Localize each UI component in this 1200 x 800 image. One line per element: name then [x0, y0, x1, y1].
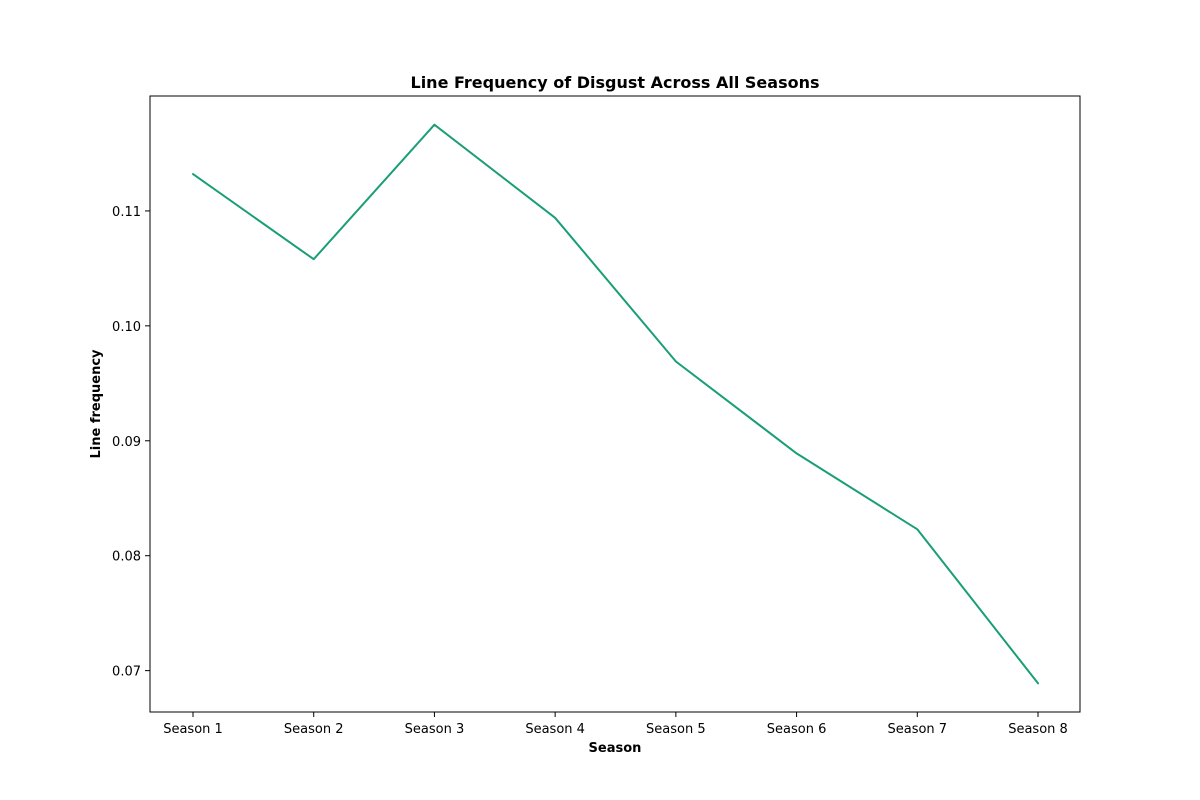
chart-title: Line Frequency of Disgust Across All Sea… — [411, 73, 820, 92]
series-line — [192, 123, 1039, 685]
x-axis: Season 1 Season 2 Season 3 Season 4 Season 5… — [163, 712, 1068, 737]
y-tick-label: 0.10 — [112, 320, 141, 335]
x-tick-label: Season 6 — [767, 722, 827, 737]
y-tick-label: 0.07 — [112, 665, 141, 680]
x-tick-label: Season 4 — [525, 722, 585, 737]
x-tick-label: Season 5 — [646, 722, 706, 737]
x-tick-label: Season 2 — [284, 722, 344, 737]
y-axis-label: Line frequency — [89, 349, 104, 459]
plot-area-frame — [149, 95, 1081, 713]
x-tick-label: Season 8 — [1008, 722, 1068, 737]
x-tick-label: Season 7 — [887, 722, 947, 737]
x-tick-label: Season 3 — [405, 722, 465, 737]
x-tick-label: Season 1 — [163, 722, 223, 737]
y-tick-label: 0.08 — [112, 550, 141, 565]
y-tick-label: 0.11 — [112, 205, 141, 220]
x-axis-label: Season — [589, 741, 642, 756]
y-tick-label: 0.09 — [112, 435, 141, 450]
y-axis: 0.07 0.08 0.09 0.10 0.11 — [112, 205, 150, 680]
